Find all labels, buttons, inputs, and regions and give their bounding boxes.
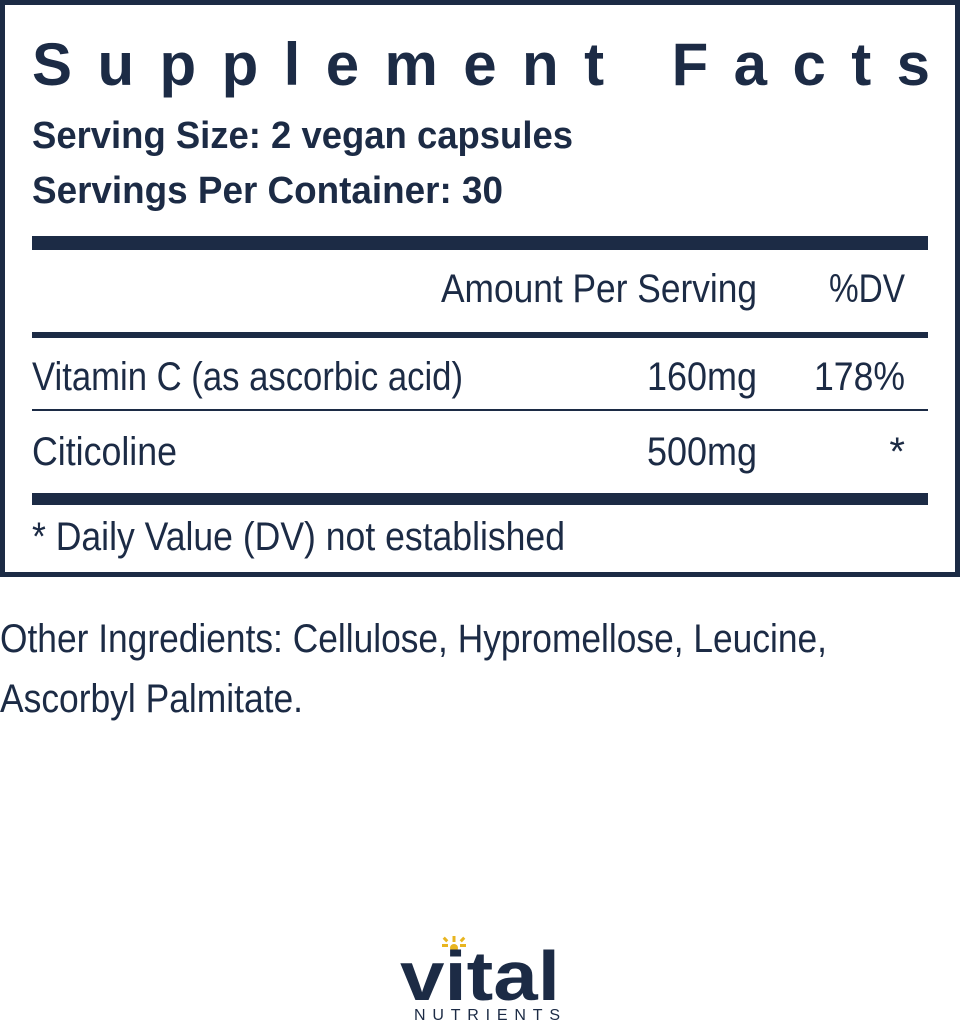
serving-size: Serving Size: 2 vegan capsules bbox=[32, 115, 573, 157]
column-header: %DV bbox=[829, 267, 905, 311]
label-border bbox=[0, 0, 960, 577]
title: Supplement Facts bbox=[32, 31, 930, 98]
column-header: Amount Per Serving bbox=[441, 267, 757, 311]
servings-per-container: Servings Per Container: 30 bbox=[32, 170, 503, 212]
thick-rule bbox=[32, 236, 928, 250]
amount: 160mg bbox=[647, 355, 757, 399]
other-ingredients: Other Ingredients: Cellulose, Hypromello… bbox=[0, 617, 827, 661]
other-ingredients: Ascorbyl Palmitate. bbox=[0, 677, 303, 721]
logo-sun bbox=[442, 936, 466, 952]
nutrient-name: Vitamin C (as ascorbic acid) bbox=[32, 355, 463, 399]
medium-rule bbox=[32, 332, 928, 338]
daily-value: * bbox=[889, 430, 905, 474]
logo-tagline: NUTRIENTS bbox=[414, 1007, 560, 1023]
daily-value: 178% bbox=[814, 355, 905, 399]
footnote: * Daily Value (DV) not established bbox=[32, 515, 565, 559]
nutrient-name: Citicoline bbox=[32, 430, 177, 474]
amount: 500mg bbox=[647, 430, 757, 474]
logo-name: vital bbox=[400, 937, 560, 1015]
thin-rule bbox=[32, 409, 928, 411]
thick-rule bbox=[32, 493, 928, 505]
logo: vital NUTRIENTS bbox=[400, 936, 560, 1023]
